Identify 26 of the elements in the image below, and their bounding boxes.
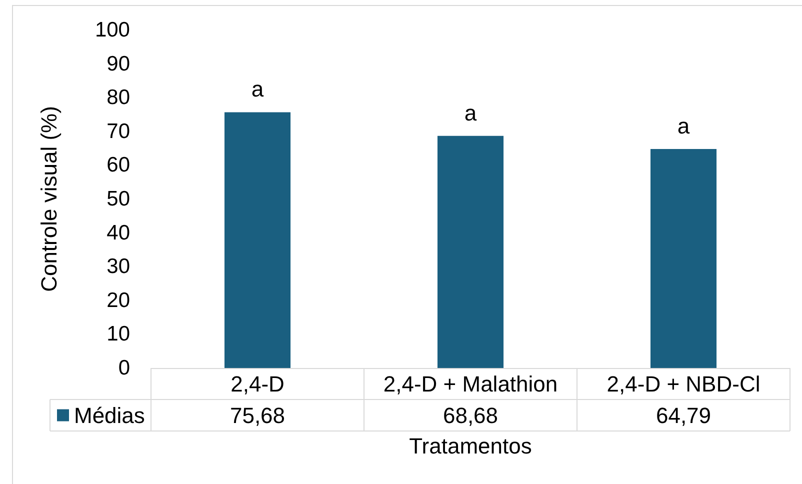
x-tick-label: 2,4-D + Malathion (383, 372, 558, 396)
y-tick-label: 40 (106, 221, 130, 244)
legend-label: Médias (74, 402, 145, 428)
bar (437, 136, 504, 368)
annotation: a (677, 114, 690, 139)
y-tick-label: 10 (106, 322, 130, 346)
data-label: 64,79 (656, 402, 712, 428)
bar (650, 149, 717, 368)
x-tick-label: 2,4-D + NBD-Cl (606, 372, 760, 396)
y-tick-label: 20 (106, 288, 130, 312)
y-tick-label: 100 (94, 18, 130, 42)
y-tick-label: 70 (106, 120, 130, 143)
y-tick-label: 90 (106, 52, 130, 76)
y-tick-label: 60 (106, 154, 130, 177)
y-tick-label: 0 (118, 356, 130, 380)
y-tick-label: 80 (106, 86, 130, 110)
data-label: 75,68 (230, 402, 286, 428)
y-tick-label: 30 (106, 255, 130, 278)
y-axis-title: Controle visual (%) (36, 106, 62, 292)
x-tick-label: 2,4-D (230, 372, 284, 396)
annotation: a (251, 76, 264, 102)
bar (224, 112, 291, 368)
x-axis-title: Tratamentos (409, 434, 532, 458)
y-tick-label: 50 (106, 188, 130, 210)
data-label: 68,68 (442, 402, 498, 428)
annotation: a (464, 100, 478, 126)
